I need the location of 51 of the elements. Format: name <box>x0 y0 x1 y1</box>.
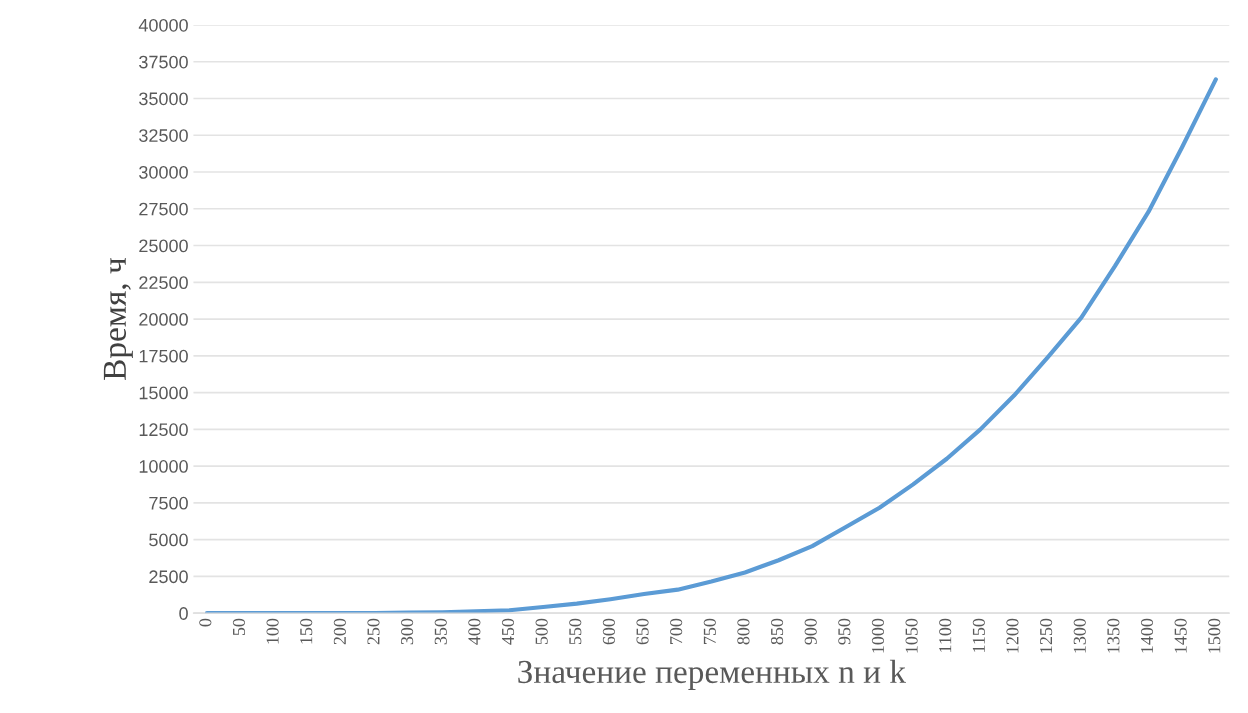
y-tick-label: 35000 <box>139 92 188 106</box>
x-tick-label: 200 <box>333 618 346 645</box>
x-tick-label: 550 <box>569 618 582 645</box>
x-tick-label: 250 <box>367 618 380 645</box>
y-tick-label: 0 <box>179 607 188 620</box>
x-tick-label: 800 <box>737 618 750 645</box>
x-tick-label: 1500 <box>1208 618 1221 653</box>
x-tick-label: 450 <box>501 618 515 645</box>
x-tick-label: 850 <box>770 618 784 645</box>
y-tick-label: 7500 <box>149 496 188 510</box>
y-tick-label: 22500 <box>139 276 188 290</box>
y-axis-title: Время, ч <box>103 258 133 380</box>
x-tick-label: 500 <box>535 618 548 645</box>
y-tick-label: 27500 <box>139 202 188 216</box>
y-tick-label: 25000 <box>139 239 188 253</box>
x-tick-label: 950 <box>838 618 851 645</box>
x-tick-label: 150 <box>300 618 313 644</box>
x-tick-label: 600 <box>602 618 615 645</box>
x-tick-label: 900 <box>804 618 817 645</box>
y-tick-label: 15000 <box>139 386 188 400</box>
x-tick-label: 1250 <box>1040 618 1053 653</box>
x-tick-label: 350 <box>434 618 447 645</box>
x-tick-label: 1350 <box>1107 618 1120 653</box>
y-tick-label: 12500 <box>139 423 188 437</box>
x-tick-label: 650 <box>636 618 649 645</box>
line-series <box>204 77 1218 614</box>
x-tick-label: 1000 <box>871 618 885 653</box>
y-tick-label: 32500 <box>139 129 188 142</box>
y-tick-label: 17500 <box>139 349 188 363</box>
y-tick-label: 5000 <box>149 533 188 547</box>
y-tick-label: 37500 <box>139 55 188 69</box>
y-tick-label: 10000 <box>139 460 188 473</box>
x-tick-label: 1300 <box>1073 618 1086 653</box>
x-tick-label: 1150 <box>972 618 985 652</box>
x-tick-label: 1450 <box>1174 618 1187 653</box>
x-tick-label: 1100 <box>939 618 952 652</box>
y-tick-label: 30000 <box>139 165 188 179</box>
x-tick-label: 100 <box>266 618 279 644</box>
y-tick-label: 2500 <box>149 570 188 584</box>
y-tick-label: 20000 <box>139 313 188 326</box>
y-tick-label: 40000 <box>138 18 188 32</box>
x-tick-label: 0 <box>199 618 212 627</box>
x-tick-label: 750 <box>703 618 716 644</box>
x-tick-label: 1400 <box>1140 618 1154 653</box>
x-tick-label: 700 <box>670 618 683 644</box>
x-tick-label: 1200 <box>1006 618 1019 653</box>
x-tick-label: 1050 <box>905 618 918 653</box>
x-axis-title: Значение переменных n и k <box>518 659 906 690</box>
x-tick-label: 400 <box>468 618 481 645</box>
x-tick-label: 300 <box>401 618 414 645</box>
x-tick-label: 50 <box>232 618 246 636</box>
